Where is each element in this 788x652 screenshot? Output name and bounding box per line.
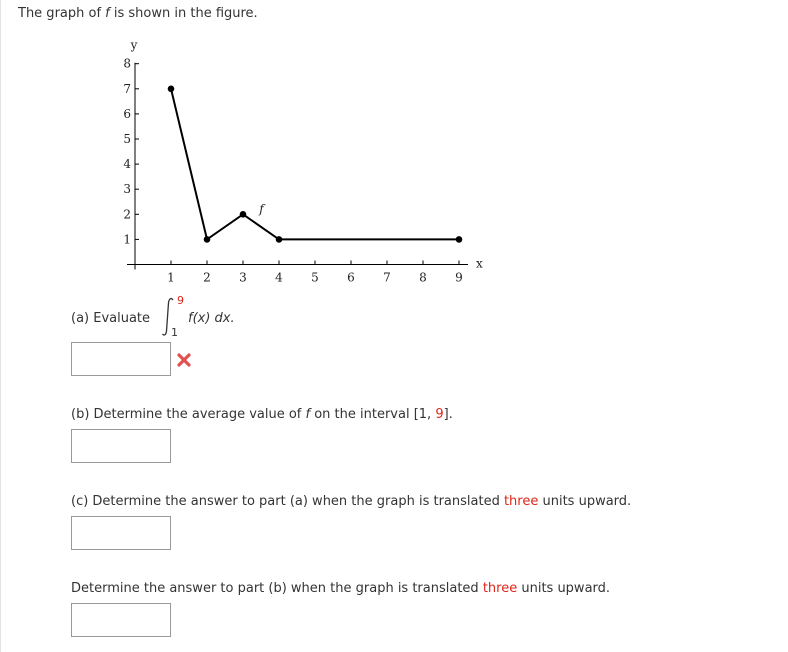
part-d-amount: three [482, 581, 518, 596]
part-b-answer-input[interactable] [71, 429, 171, 463]
part-b-post: ]. [443, 407, 453, 422]
y-tick-label: 3 [123, 182, 131, 196]
data-point [167, 85, 175, 93]
part-d-pre: Determine the answer to part (b) when th… [71, 581, 483, 596]
part-c-text: (c) Determine the answer to part (a) whe… [71, 494, 631, 509]
part-c-answer-input[interactable] [71, 516, 171, 550]
part-c-pre: (c) Determine the answer to part (a) whe… [71, 494, 504, 509]
function-graph: 1 2 3 4 5 6 7 8 9 1 2 3 4 5 6 7 8 x y f [123, 38, 483, 285]
x-axis-label: x [476, 257, 483, 271]
part-d-answer-input[interactable] [71, 603, 171, 637]
part-d-text: Determine the answer to part (b) when th… [71, 581, 610, 596]
intro-post: is shown in the figure. [109, 6, 258, 21]
lower-limit: 1 [171, 326, 178, 339]
x-tick-label: 1 [167, 271, 175, 285]
upper-limit: 9 [177, 294, 184, 307]
data-point [455, 236, 463, 243]
x-tick-label: 6 [347, 271, 355, 285]
part-b-fvar: f [305, 407, 311, 422]
part-b-nine: 9 [435, 407, 444, 422]
x-tick-label: 9 [455, 271, 463, 285]
series-f-line [170, 88, 459, 242]
series-f-label: f [258, 202, 266, 216]
x-tick-label: 2 [203, 271, 211, 285]
y-tick-label: 6 [123, 107, 131, 121]
data-point [275, 236, 283, 243]
part-a-label: (a) Evaluate [71, 311, 151, 326]
x-tick-label: 8 [419, 271, 427, 285]
part-c-post: units upward. [538, 494, 632, 509]
integrand: f(x) dx. [188, 311, 235, 326]
integral-sign-icon [161, 297, 174, 336]
part-c-amount: three [503, 494, 539, 509]
part-d-post: units upward. [517, 581, 611, 596]
data-point [203, 236, 211, 243]
y-tick-label: 5 [123, 132, 131, 146]
part-b-mid: on the interval [1, [310, 407, 436, 422]
x-tick-label: 4 [275, 271, 283, 285]
y-tick-label: 7 [123, 82, 131, 96]
y-tick-label: 8 [123, 57, 131, 71]
part-b-pre: (b) Determine the average value of [71, 407, 306, 422]
part-a-answer-input[interactable] [71, 342, 171, 376]
intro-text: The graph of f is shown in the figure. [18, 6, 258, 21]
y-axis-label: y [130, 38, 138, 52]
y-tick-label: 4 [123, 157, 131, 171]
x-tick-label: 5 [311, 271, 319, 285]
intro-pre: The graph of [18, 6, 106, 21]
y-tick-label: 2 [123, 207, 131, 221]
x-tick-label: 3 [239, 271, 247, 285]
part-b-text: (b) Determine the average value of f on … [71, 407, 453, 422]
y-tick-label: 1 [123, 232, 131, 246]
x-tick-label: 7 [383, 271, 391, 285]
data-point [239, 211, 247, 218]
incorrect-x-icon [177, 353, 191, 367]
intro-fvar: f [105, 6, 110, 21]
